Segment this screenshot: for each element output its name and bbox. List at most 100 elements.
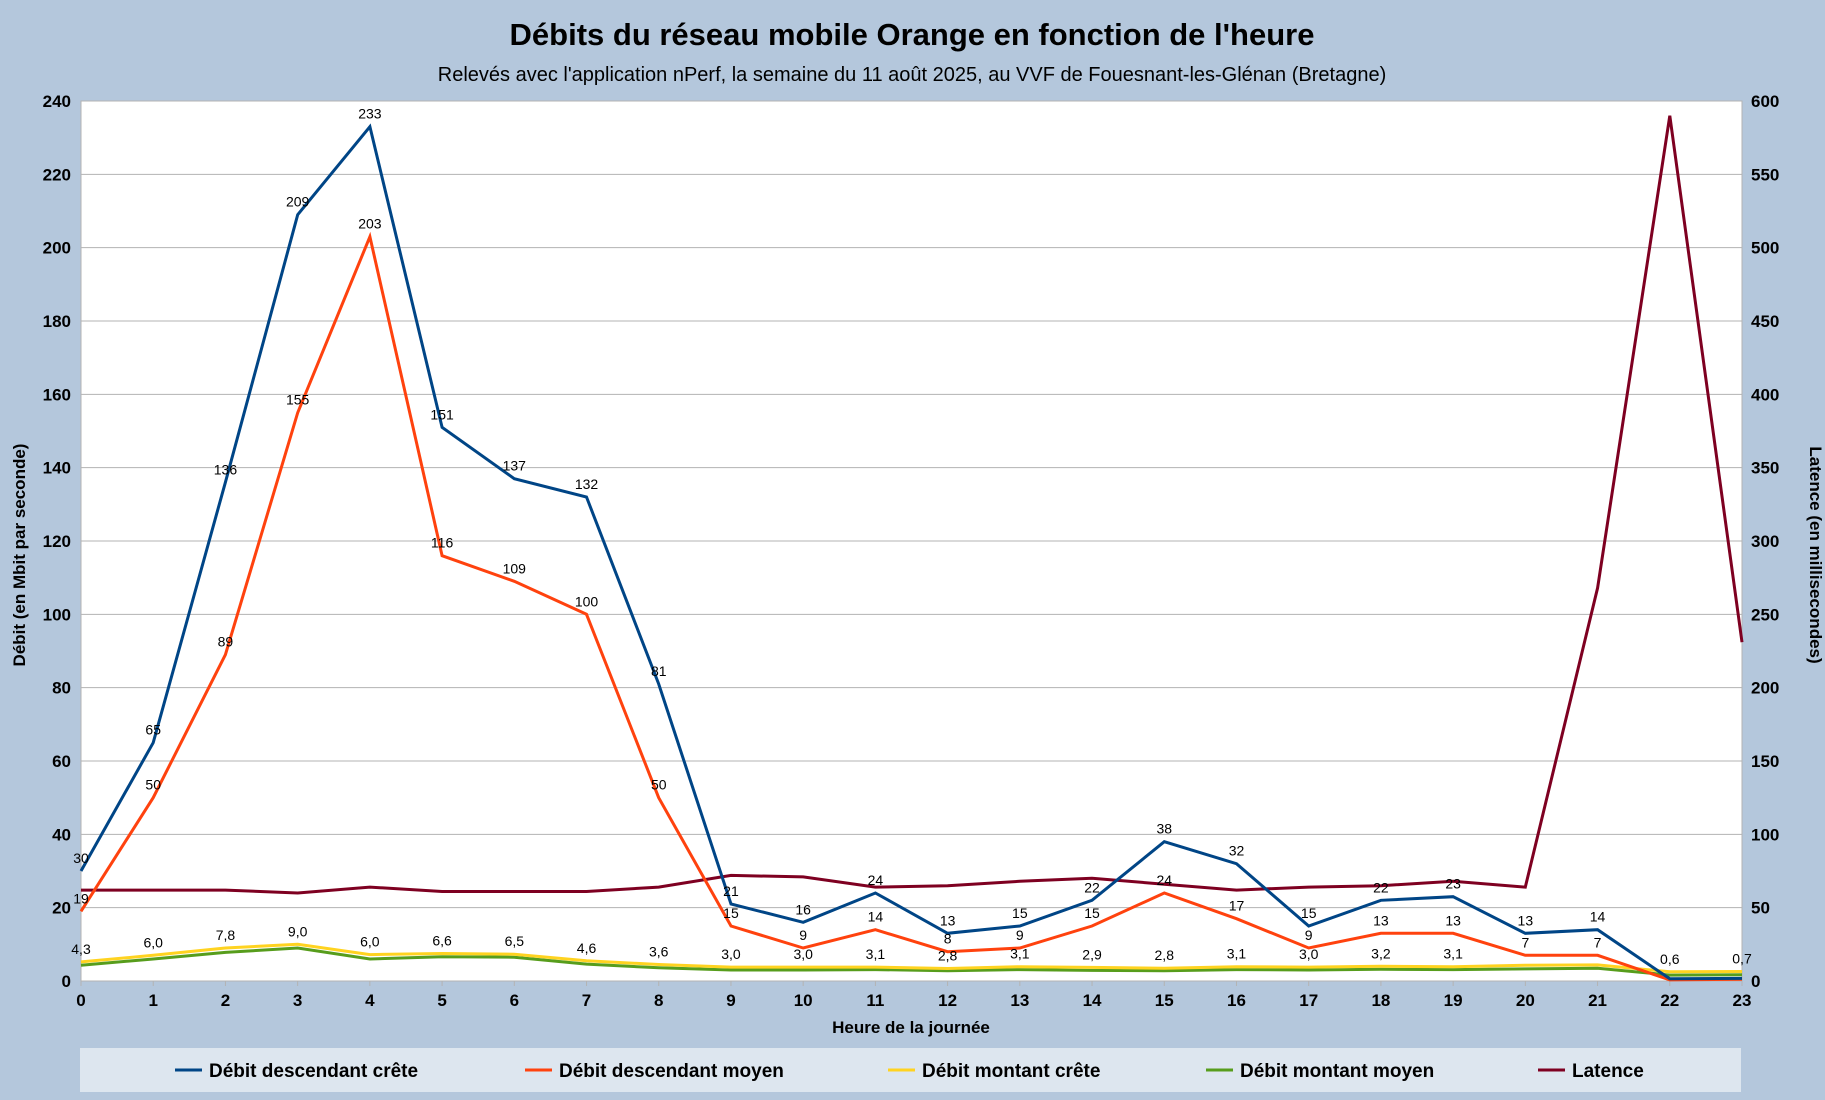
data-label: 81: [651, 663, 667, 679]
data-label: 15: [1084, 905, 1100, 921]
data-label: 6,5: [505, 933, 525, 949]
data-label: 13: [1518, 912, 1534, 928]
data-label: 13: [1373, 912, 1389, 928]
data-label: 2,9: [1082, 946, 1102, 962]
data-label: 7: [1521, 934, 1529, 950]
data-label: 109: [503, 560, 527, 576]
y2-tick-label: 500: [1751, 239, 1779, 258]
data-label: 22: [1373, 879, 1389, 895]
x-tick-label: 12: [938, 991, 957, 1010]
data-label: 4,6: [577, 940, 597, 956]
y-tick-label: 60: [52, 752, 71, 771]
y2-tick-label: 250: [1751, 605, 1779, 624]
axes: 0204060801001201401601802002202400501001…: [43, 92, 1780, 1010]
data-label: 16: [795, 901, 811, 917]
data-label: 3,6: [649, 944, 669, 960]
data-label: 7,8: [216, 927, 236, 943]
data-label: 3,0: [793, 946, 813, 962]
gridlines: [81, 100, 1742, 982]
data-label: 116: [431, 535, 454, 551]
x-tick-label: 6: [510, 991, 519, 1010]
y2-tick-label: 50: [1751, 899, 1770, 918]
data-label: 3,1: [866, 946, 886, 962]
y-tick-label: 40: [52, 825, 71, 844]
y2-tick-label: 200: [1751, 679, 1779, 698]
data-label: 136: [214, 461, 238, 477]
data-label: 151: [430, 406, 454, 422]
data-label: 2,8: [1155, 947, 1175, 963]
x-tick-label: 1: [148, 991, 157, 1010]
data-label: 9,0: [288, 923, 308, 939]
data-label: 13: [940, 912, 956, 928]
x-tick-label: 9: [726, 991, 735, 1010]
data-label: 137: [503, 458, 527, 474]
y2-tick-label: 300: [1751, 532, 1779, 551]
x-tick-label: 19: [1444, 991, 1463, 1010]
data-label: 15: [723, 905, 739, 921]
x-tick-label: 10: [794, 991, 813, 1010]
legend: Débit descendant crête Débit descendant m…: [175, 1061, 1644, 1082]
series-line: [80, 946, 1743, 977]
series-line: [81, 115, 1744, 895]
data-label: 6,0: [360, 934, 380, 950]
data-label: 23: [1445, 876, 1461, 892]
data-label: 13: [1445, 912, 1461, 928]
x-tick-label: 16: [1227, 991, 1246, 1010]
data-label: 89: [218, 634, 234, 650]
x-tick-label: 3: [293, 991, 302, 1010]
data-label: 24: [868, 872, 884, 888]
y2-axis-label: Latence (en millisecondes): [1806, 446, 1825, 663]
data-label: 203: [358, 216, 382, 232]
x-tick-label: 18: [1371, 991, 1390, 1010]
data-label: 0,7: [1732, 950, 1752, 966]
data-label: 6,0: [143, 934, 163, 950]
legend-label: Débit montant moyen: [1240, 1061, 1434, 1082]
y2-tick-label: 0: [1751, 972, 1760, 991]
chart-subtitle: Relevés avec l'application nPerf, la sem…: [438, 64, 1386, 86]
data-label: 24: [1156, 872, 1172, 888]
data-label: 8: [944, 931, 952, 947]
data-label: 14: [1590, 909, 1606, 925]
series-line: [79, 123, 1743, 981]
x-tick-label: 13: [1010, 991, 1029, 1010]
data-label: 3,1: [1443, 946, 1463, 962]
data-label: 9: [799, 927, 807, 943]
y2-tick-label: 150: [1751, 752, 1779, 771]
data-label: 32: [1229, 843, 1245, 859]
y2-tick-label: 350: [1751, 459, 1779, 478]
data-label: 50: [145, 777, 161, 793]
data-label: 100: [575, 593, 599, 609]
data-label: 17: [1229, 898, 1245, 914]
y-tick-label: 200: [43, 239, 71, 258]
x-tick-label: 11: [866, 991, 884, 1010]
data-label: 21: [723, 883, 739, 899]
y-tick-label: 160: [43, 385, 71, 404]
data-label: 9: [1305, 927, 1313, 943]
y2-tick-label: 600: [1751, 92, 1779, 111]
y-axis-label: Débit (en Mbit par seconde): [10, 444, 29, 667]
plot-border: [80, 100, 1743, 982]
x-tick-label: 14: [1083, 991, 1102, 1010]
data-label: 6,6: [432, 933, 452, 949]
x-tick-label: 8: [654, 991, 663, 1010]
data-label: 3,1: [1227, 946, 1247, 962]
data-label: 38: [1156, 821, 1172, 837]
data-label: 4,3: [71, 941, 91, 957]
data-label: 3,0: [721, 946, 741, 962]
data-label: 155: [286, 392, 310, 408]
data-label: 3,1: [1010, 946, 1030, 962]
data-label: 9: [1016, 927, 1024, 943]
x-tick-label: 22: [1660, 991, 1679, 1010]
legend-label: Latence: [1572, 1061, 1644, 1082]
data-label: 19: [73, 890, 89, 906]
x-tick-label: 21: [1588, 991, 1607, 1010]
data-label: 22: [1084, 879, 1100, 895]
y2-tick-label: 100: [1751, 825, 1779, 844]
x-tick-label: 20: [1516, 991, 1535, 1010]
data-label: 0,6: [1660, 951, 1680, 967]
y-tick-label: 0: [62, 972, 71, 991]
data-label: 15: [1301, 905, 1317, 921]
